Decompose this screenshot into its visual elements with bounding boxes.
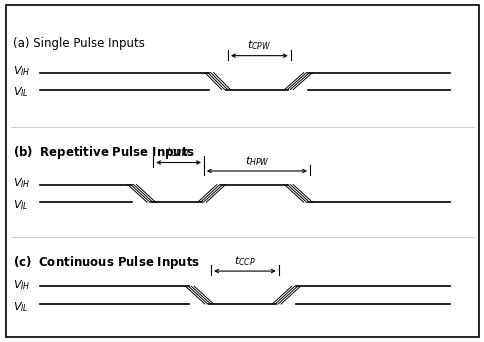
Text: $V_{IL}$: $V_{IL}$ <box>14 86 29 99</box>
Text: $t_{CPW}$: $t_{CPW}$ <box>166 145 190 159</box>
Text: $\mathbf{(c)\ \ Continuous\ Pulse\ Inputs}$: $\mathbf{(c)\ \ Continuous\ Pulse\ Input… <box>14 254 200 271</box>
Text: $\mathbf{(b)\ \ Repetitive\ Pulse\ Inputs}$: $\mathbf{(b)\ \ Repetitive\ Pulse\ Input… <box>14 144 196 161</box>
Text: $V_{IL}$: $V_{IL}$ <box>14 198 29 212</box>
Text: $V_{IH}$: $V_{IH}$ <box>14 176 31 190</box>
Text: $V_{IH}$: $V_{IH}$ <box>14 278 31 292</box>
Text: (a) Single Pulse Inputs: (a) Single Pulse Inputs <box>14 37 145 50</box>
Text: $V_{IH}$: $V_{IH}$ <box>14 64 31 78</box>
Text: $V_{IL}$: $V_{IL}$ <box>14 300 29 314</box>
Text: $t_{CPW}$: $t_{CPW}$ <box>247 38 271 52</box>
Text: $t_{HPW}$: $t_{HPW}$ <box>244 154 269 168</box>
Text: $t_{CCP}$: $t_{CCP}$ <box>233 254 256 268</box>
